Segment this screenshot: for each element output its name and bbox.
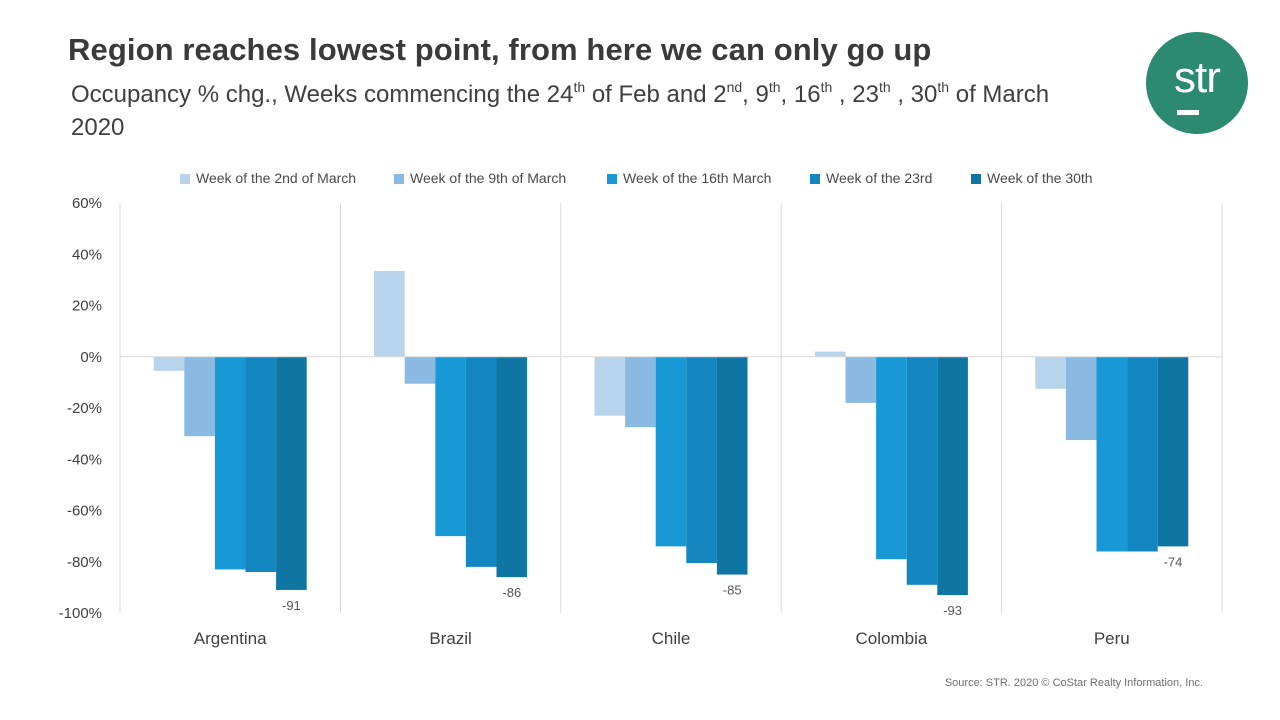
- y-tick-label: -40%: [67, 451, 102, 468]
- subtitle-part: of Feb and 2: [585, 81, 727, 108]
- source-note: Source: STR. 2020 © CoStar Realty Inform…: [944, 677, 1203, 689]
- y-tick-label: 40%: [72, 246, 102, 263]
- bar: [655, 356, 687, 547]
- bar: [1035, 356, 1066, 389]
- subtitle-superscript: th: [573, 79, 586, 95]
- y-tick-label: -80%: [67, 554, 102, 571]
- legend-label: Week of the 9th of March: [410, 170, 567, 186]
- y-tick-label: -100%: [59, 605, 102, 622]
- y-tick-label: 20%: [72, 298, 102, 315]
- bar: [625, 356, 656, 428]
- legend-label: Week of the 2nd of March: [196, 170, 357, 186]
- bar: [1096, 356, 1128, 552]
- legend-label: Week of the 30th: [987, 170, 1093, 186]
- legend-swatch: [394, 174, 404, 184]
- legend-item: Week of the 30th: [971, 168, 1093, 188]
- y-tick-label: -20%: [67, 400, 102, 417]
- x-category-label: Brazil: [429, 629, 472, 648]
- data-label: -91: [282, 598, 301, 613]
- str-logo-underline: [1177, 110, 1199, 115]
- subtitle-superscript: th: [937, 79, 950, 95]
- x-category-label: Argentina: [194, 629, 267, 648]
- legend-swatch: [971, 174, 981, 184]
- data-label: -93: [943, 603, 962, 618]
- bar: [937, 356, 968, 596]
- chart-legend: Week of the 2nd of March Week of the 9th…: [0, 168, 1280, 188]
- legend-item: Week of the 9th of March: [394, 168, 566, 188]
- y-tick-label: 60%: [72, 195, 102, 212]
- bar: [686, 356, 717, 564]
- legend-label: Week of the 16th March: [623, 170, 772, 186]
- chart-title: Region reaches lowest point, from here w…: [68, 32, 932, 67]
- bar: [594, 356, 626, 416]
- subtitle-part: of March 2020: [71, 81, 1050, 141]
- bar: [465, 356, 497, 567]
- legend-swatch: [607, 174, 617, 184]
- bar: [245, 356, 277, 572]
- x-category-label: Peru: [1094, 629, 1130, 648]
- y-tick-label: -60%: [67, 503, 102, 520]
- chart-subtitle: Occupancy % chg., Weeks commencing the 2…: [71, 78, 1081, 144]
- subtitle-superscript: nd: [726, 79, 743, 95]
- data-label: -74: [1164, 554, 1183, 569]
- bar: [214, 356, 246, 570]
- legend-label: Week of the 23rd: [826, 170, 933, 186]
- legend-item: Week of the 2nd of March: [180, 168, 356, 188]
- bar: [1127, 356, 1158, 552]
- legend-swatch: [180, 174, 190, 184]
- subtitle-part: , 9: [742, 81, 769, 108]
- bar: [906, 356, 938, 585]
- bar: [184, 356, 215, 437]
- bar: [153, 356, 185, 371]
- subtitle-part: , 16: [780, 81, 821, 108]
- legend-item: Week of the 23rd: [810, 168, 932, 188]
- legend-swatch: [810, 174, 820, 184]
- x-category-label: Colombia: [855, 629, 927, 648]
- bar: [845, 356, 877, 403]
- bar: [276, 356, 307, 590]
- subtitle-superscript: th: [768, 79, 781, 95]
- bar: [1157, 356, 1189, 547]
- bar: [404, 356, 436, 384]
- str-logo-text: str: [1174, 53, 1221, 102]
- subtitle-part: , 30: [890, 81, 938, 108]
- subtitle-part: Occupancy % chg., Weeks commencing the 2…: [71, 81, 574, 108]
- bar: [435, 356, 466, 537]
- legend-item: Week of the 16th March: [607, 168, 771, 188]
- y-tick-label: 0%: [80, 349, 102, 366]
- x-category-label: Chile: [652, 629, 691, 648]
- str-logo: str: [1146, 32, 1248, 134]
- bar: [716, 356, 748, 575]
- data-label: -86: [502, 585, 521, 600]
- bar: [374, 270, 405, 357]
- subtitle-superscript: th: [878, 79, 891, 95]
- data-label: -85: [723, 583, 742, 598]
- bar: [814, 351, 846, 357]
- bar: [496, 356, 528, 578]
- bar: [1065, 356, 1097, 441]
- subtitle-part: , 23: [832, 81, 879, 108]
- bar: [876, 356, 907, 560]
- subtitle-superscript: th: [820, 79, 833, 95]
